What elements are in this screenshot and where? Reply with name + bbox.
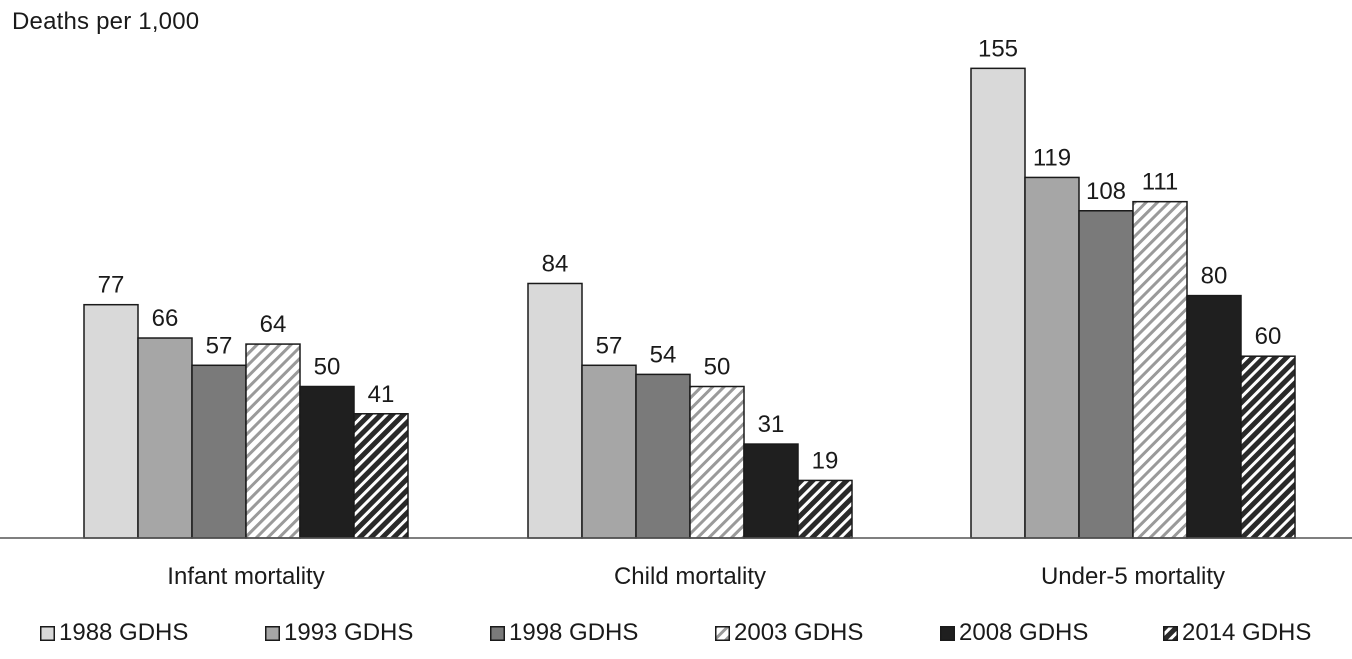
legend-label: 2008 GDHS: [959, 619, 1089, 646]
bar: [299, 385, 355, 539]
bar: [1078, 210, 1134, 539]
legend-item: 1993 GDHS: [265, 619, 413, 647]
legend: 1988 GDHS 1993 GDHS 1998 GDHS 2003 GDHS 2008…: [0, 619, 1352, 659]
value-label-group: 77 66 57 64 50 41 84 57 54 50 31 19 155 119 108 111 80 60: [98, 35, 1282, 474]
legend-label: 2014 GDHS: [1182, 619, 1312, 646]
value-label: 84: [542, 250, 569, 277]
legend-label: 1998 GDHS: [509, 619, 639, 646]
legend-swatch: [715, 625, 730, 641]
bar: [1240, 355, 1296, 539]
legend-swatch: [40, 625, 55, 641]
legend-swatch: [490, 625, 505, 641]
value-label: 77: [98, 272, 125, 299]
value-label: 50: [314, 354, 341, 381]
bar: [353, 413, 409, 539]
legend-swatch: [940, 625, 955, 641]
bar: [83, 303, 139, 539]
bar: [797, 479, 853, 539]
value-label: 54: [650, 341, 677, 368]
value-label: 108: [1086, 178, 1126, 205]
value-label: 155: [978, 35, 1018, 62]
bar: [635, 373, 691, 539]
bar: [970, 67, 1026, 539]
bar: [581, 364, 637, 539]
bar: [743, 443, 799, 539]
bar: [1186, 294, 1242, 539]
value-label: 119: [1033, 144, 1071, 171]
legend-swatch: [1163, 625, 1178, 641]
value-label: 60: [1255, 323, 1282, 350]
legend-item: 1988 GDHS: [40, 619, 188, 647]
bar: [527, 282, 583, 539]
legend-swatch: [265, 625, 280, 641]
category-label: Under-5 mortality: [1041, 563, 1225, 590]
y-axis-label: Deaths per 1,000: [12, 8, 200, 35]
value-label: 80: [1201, 263, 1228, 290]
value-label: 50: [704, 354, 731, 381]
category-label: Child mortality: [614, 563, 766, 590]
category-label: Infant mortality: [167, 563, 324, 590]
bar: [191, 364, 247, 539]
bar: [245, 343, 301, 539]
bar: [689, 385, 745, 539]
category-label-group: Infant mortality Child mortality Under-5 m…: [167, 563, 1225, 590]
bar: [137, 337, 193, 539]
value-label: 57: [206, 332, 233, 359]
bar-group: [83, 67, 1296, 539]
value-label: 19: [812, 447, 839, 474]
legend-label: 1993 GDHS: [284, 619, 414, 646]
value-label: 111: [1142, 169, 1178, 196]
legend-item: 2014 GDHS: [1163, 619, 1311, 647]
value-label: 57: [596, 332, 623, 359]
value-label: 64: [260, 311, 287, 338]
legend-label: 2003 GDHS: [734, 619, 864, 646]
legend-item: 2003 GDHS: [715, 619, 863, 647]
legend-item: 1998 GDHS: [490, 619, 638, 647]
bar: [1024, 176, 1080, 539]
legend-label: 1988 GDHS: [59, 619, 189, 646]
legend-item: 2008 GDHS: [940, 619, 1088, 647]
value-label: 31: [758, 411, 785, 438]
bar: [1132, 200, 1188, 539]
value-label: 66: [152, 305, 179, 332]
value-label: 41: [368, 381, 395, 408]
